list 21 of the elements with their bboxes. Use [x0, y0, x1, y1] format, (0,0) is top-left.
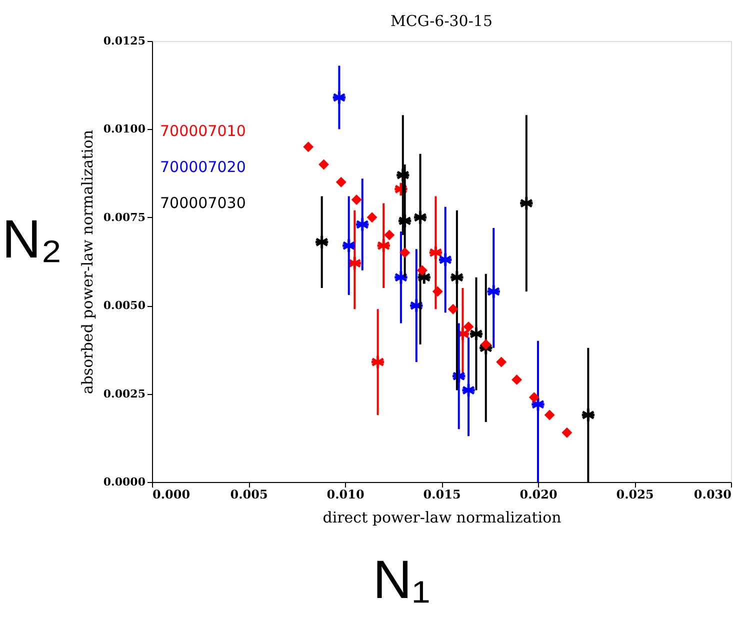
- x-axis-title: direct power-law normalization: [322, 508, 562, 526]
- text: 700007010: [160, 122, 246, 140]
- text: 700007020: [160, 158, 246, 176]
- x-tick-label: 0.005: [230, 488, 268, 502]
- y-tick-label: 0.0075: [103, 210, 146, 224]
- text: 700007030: [160, 194, 246, 212]
- x-tick-label: 0.015: [423, 488, 461, 502]
- text: N₁: [372, 550, 430, 610]
- y-tick-label: 0.0125: [103, 34, 146, 48]
- x-tick-label: 0.020: [520, 488, 558, 502]
- text: N₂: [2, 210, 62, 270]
- chart-title: MCG-6-30-15: [390, 12, 493, 30]
- y-tick-label: 0.0025: [103, 387, 146, 400]
- x-tick-label: 0.025: [616, 488, 654, 502]
- x-tick-label: 0.030: [694, 488, 732, 502]
- y-axis-title: absorbed power-law normalization: [78, 130, 96, 394]
- x-tick-label: 0.010: [326, 488, 364, 502]
- y-tick-label: 0.0000: [103, 476, 146, 488]
- y-tick-label: 0.0050: [103, 299, 146, 312]
- x-tick-label: 0.000: [152, 488, 190, 502]
- y-tick-label: 0.0100: [103, 122, 146, 136]
